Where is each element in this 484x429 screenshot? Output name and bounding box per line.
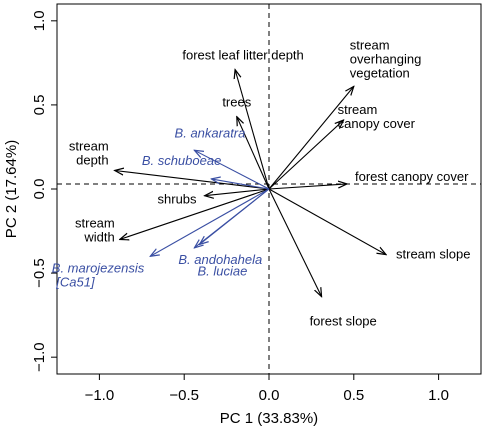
y-axis-title: PC 2 (17.64%) (3, 140, 20, 238)
habitat-arrow-stream-canopy-cover (268, 120, 344, 190)
species-label-b-andohahela: B. andohahela (178, 252, 262, 267)
habitat-arrow-stream-width (120, 188, 270, 239)
x-tick-label: −0.5 (169, 387, 199, 404)
species-arrow-b-ankaratra (194, 150, 270, 190)
y-tick-label: 1.0 (31, 10, 48, 31)
species-label-b-ankaratra: B. ankaratra (175, 125, 246, 140)
x-tick-label: 1.0 (428, 387, 449, 404)
x-tick-label: 0.5 (343, 387, 364, 404)
habitat-arrow-stream-depth (115, 171, 270, 190)
species-arrow-b-luciae (199, 188, 270, 245)
x-axis-title: PC 1 (33.83%) (220, 410, 318, 427)
habitat-label-stream-overhanging-vegetation: stream overhanging vegetation (350, 37, 422, 80)
habitat-label-stream-canopy-cover: stream canopy cover (338, 102, 416, 131)
y-tick-label: 0.5 (31, 94, 48, 115)
habitat-label-stream-width: stream width (75, 215, 115, 244)
species-label-b-luciae: B. luciae (197, 264, 247, 279)
habitat-label-trees: trees (222, 95, 251, 110)
species-arrow-b-schuboeae (211, 179, 270, 190)
x-tick-label: 0.0 (259, 387, 280, 404)
habitat-label-stream-depth: stream depth (69, 139, 109, 168)
species-label-b-marojezensis-ca51: B. marojezensis [Ca51] (52, 260, 145, 289)
habitat-arrow-forest-leaf-litter-depth (235, 70, 270, 190)
species-label-b-schuboeae: B. schuboeae (142, 153, 222, 168)
habitat-arrow-forest-slope (268, 188, 322, 297)
habitat-label-stream-slope: stream slope (396, 247, 470, 262)
habitat-arrow-stream-slope (268, 188, 386, 255)
habitat-arrow-stream-overhanging-vegetation (268, 86, 354, 190)
y-tick-label: 0.0 (31, 179, 48, 200)
y-axis: −1.0 −0.5 0.0 0.5 1.0 (31, 10, 57, 372)
habitat-arrow-shrubs (205, 188, 270, 196)
habitat-label-forest-slope: forest slope (310, 314, 377, 329)
x-tick-label: −1.0 (85, 387, 115, 404)
x-axis: −1.0 −0.5 0.0 0.5 1.0 (85, 374, 449, 404)
y-tick-label: −1.0 (31, 342, 48, 372)
habitat-label-shrubs: shrubs (158, 192, 198, 207)
habitat-arrow-forest-canopy-cover (268, 184, 347, 190)
habitat-label-forest-leaf-litter-depth: forest leaf litter depth (182, 48, 303, 63)
habitat-vectors: forest leaf litter depth trees stream overh… (69, 37, 471, 328)
species-arrow-b-marojezensis-ca51 (150, 188, 270, 256)
habitat-label-forest-canopy-cover: forest canopy cover (355, 169, 469, 184)
y-tick-label: −0.5 (31, 258, 48, 288)
habitat-arrow-trees (237, 117, 270, 190)
